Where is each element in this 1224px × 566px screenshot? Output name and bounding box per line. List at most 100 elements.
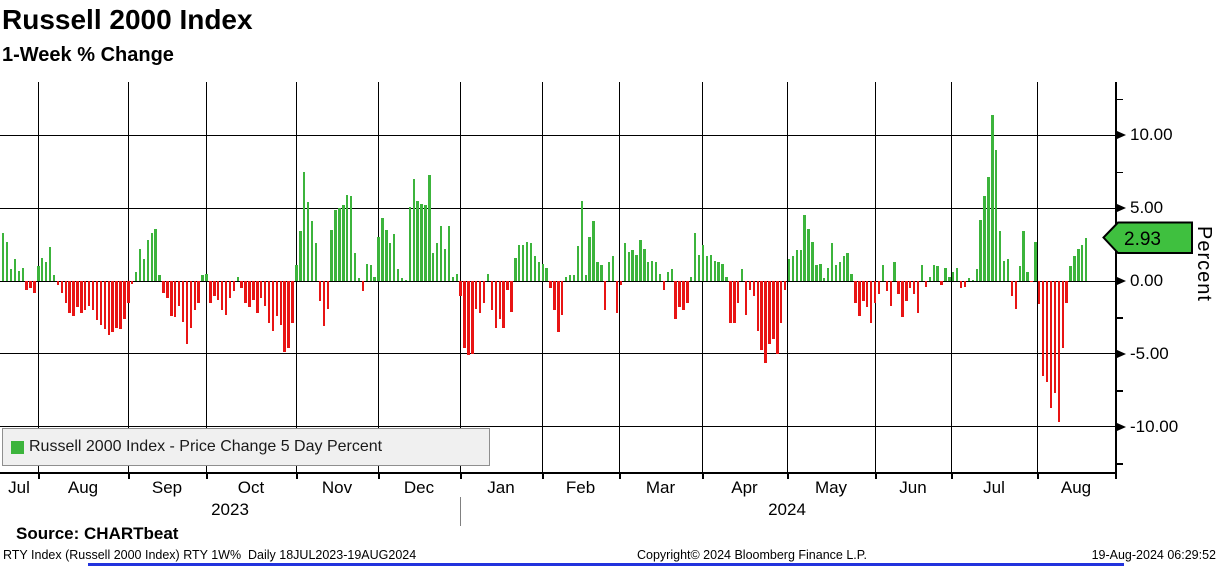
bar [154, 228, 157, 281]
bar [197, 281, 200, 303]
bar [1010, 281, 1014, 296]
bar [228, 281, 232, 299]
x-axis-tick [619, 473, 621, 479]
bar [1034, 241, 1037, 281]
bar [639, 240, 642, 281]
source-text: Source: CHARTbeat [16, 524, 179, 543]
bar [252, 281, 255, 300]
bar [189, 281, 193, 328]
bar [404, 279, 408, 281]
bar [369, 264, 372, 281]
bar [983, 196, 986, 281]
bar [686, 281, 689, 303]
bar [177, 281, 181, 306]
bar [213, 281, 216, 296]
bar [267, 281, 271, 324]
bar [963, 281, 967, 287]
bar [568, 275, 572, 281]
bar [744, 281, 748, 315]
bar [361, 281, 365, 292]
bar [912, 281, 916, 295]
bar [459, 281, 462, 296]
bar [799, 250, 802, 281]
bar [987, 177, 990, 281]
bar [627, 251, 630, 281]
bar [310, 221, 314, 281]
bar [674, 281, 677, 319]
y-tick-label: -10.00 [1130, 416, 1179, 436]
bar [729, 281, 732, 324]
bar [518, 244, 521, 281]
x-axis-tick [1037, 473, 1039, 479]
bar [975, 269, 978, 281]
bar [5, 241, 9, 281]
bar [776, 281, 779, 354]
bar [365, 263, 368, 281]
bar [29, 281, 32, 289]
bar [756, 281, 759, 331]
bar [486, 273, 490, 281]
bar [631, 250, 634, 281]
bar [823, 278, 826, 281]
x-axis-tick [787, 473, 789, 479]
bar [588, 237, 591, 281]
bar [357, 278, 361, 281]
bar [99, 281, 103, 325]
bar [1053, 281, 1057, 394]
bar [666, 272, 670, 281]
footer-ticker-info: RTY Index (Russell 2000 Index) RTY 1W% D… [3, 548, 417, 562]
bar [1077, 248, 1080, 281]
bar [287, 281, 290, 349]
plot-area [0, 82, 1117, 474]
bar [158, 275, 161, 281]
bar [80, 281, 83, 314]
bar [396, 269, 400, 281]
y-axis-minor-tick [1116, 390, 1123, 392]
bar [455, 273, 458, 281]
bar [131, 281, 134, 284]
bar [424, 205, 427, 281]
x-axis-tick [1115, 473, 1117, 479]
bar [326, 281, 329, 309]
bar [654, 262, 658, 281]
month-label: Jan [487, 478, 515, 497]
bar [170, 281, 173, 316]
bar [979, 219, 982, 281]
badge-value: 2.93 [1124, 229, 1161, 250]
gridline-vertical [951, 82, 952, 472]
month-label: Jul [983, 478, 1005, 497]
month-label: Aug [1060, 478, 1092, 497]
bar [854, 281, 857, 303]
bar [451, 276, 454, 281]
bar [166, 281, 169, 299]
bar [9, 269, 13, 281]
bar [584, 275, 587, 281]
bar [318, 281, 322, 302]
bar [561, 281, 564, 315]
last-value-badge: 2.93 [1102, 221, 1193, 255]
y-axis-minor-tick [1116, 171, 1123, 174]
bar [232, 281, 236, 292]
bar [998, 231, 1002, 281]
bar [193, 281, 196, 311]
gridline-horizontal [0, 134, 1115, 136]
month-label: Mar [645, 478, 676, 497]
bar [678, 281, 681, 308]
bar [514, 257, 517, 281]
month-label: Sep [151, 478, 183, 497]
month-label: Jul [8, 478, 30, 497]
footer-timestamp: 19-Aug-2024 06:29:52 [1091, 548, 1216, 562]
bar [248, 281, 251, 308]
y-axis-minor-tick [1116, 98, 1123, 101]
bar [783, 281, 787, 290]
bar [201, 275, 204, 281]
x-axis-tick [206, 473, 208, 479]
bar [439, 225, 443, 281]
x-axis-tick [460, 473, 462, 479]
bar [713, 260, 716, 281]
bar [1084, 238, 1088, 281]
bar [181, 281, 185, 322]
bar [697, 254, 701, 281]
bar [432, 253, 435, 281]
bar [330, 229, 333, 281]
